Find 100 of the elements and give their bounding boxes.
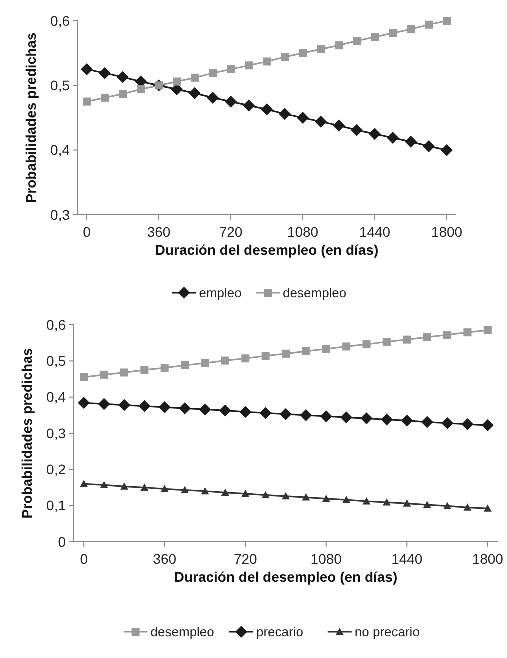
legend-label: desempleo [150, 624, 214, 640]
point [209, 69, 217, 78]
point [382, 498, 391, 506]
point [140, 366, 149, 374]
point [189, 87, 201, 100]
x-tick-label: 720 [234, 551, 258, 567]
point [262, 491, 270, 499]
point [140, 484, 149, 491]
point [80, 373, 88, 382]
point [403, 500, 412, 507]
x-tick-label: 0 [83, 224, 92, 240]
point [387, 132, 399, 144]
y-tick-label: 0,5 [46, 353, 66, 370]
point [444, 502, 452, 510]
point [403, 336, 412, 344]
point [360, 412, 373, 425]
point [421, 416, 434, 428]
y-tick-label: 0,6 [46, 316, 66, 333]
point [442, 417, 454, 430]
point [281, 53, 289, 62]
point [173, 78, 181, 86]
point [443, 17, 451, 25]
point [315, 116, 327, 128]
y-tick-label: 0,6 [50, 12, 70, 29]
point [362, 340, 371, 349]
point [282, 492, 290, 500]
point [219, 404, 232, 417]
point [317, 45, 325, 54]
x-axis-title: Duración del desempleo (en días) [155, 242, 379, 258]
point [99, 67, 111, 80]
point [423, 140, 435, 152]
point [100, 370, 108, 379]
x-tick-label: 360 [153, 551, 177, 567]
point [302, 494, 310, 501]
point [101, 94, 109, 102]
y-axis-title: Probabilidades predichas [19, 348, 35, 519]
point [207, 92, 219, 104]
x-tick-label: 1800 [472, 551, 504, 567]
point [260, 407, 272, 420]
point [302, 347, 310, 356]
point [380, 414, 393, 426]
y-tick-label: 0,3 [50, 206, 70, 223]
point [482, 420, 494, 432]
point [464, 328, 472, 337]
point [119, 90, 127, 98]
point [320, 410, 332, 422]
point [245, 62, 253, 70]
point [382, 338, 391, 346]
point [299, 49, 307, 58]
point [78, 397, 90, 410]
point [80, 480, 88, 488]
point [464, 504, 472, 511]
point [261, 104, 273, 116]
point [401, 414, 414, 427]
point [138, 400, 151, 412]
point [351, 124, 363, 136]
legend-label: precario [256, 624, 304, 640]
y-tick-label: 0 [58, 534, 66, 550]
point [405, 136, 417, 148]
legend-label: empleo [199, 286, 242, 301]
x-tick-label: 0 [80, 551, 88, 567]
point [484, 326, 492, 334]
point [98, 398, 110, 410]
point [371, 33, 379, 42]
point [423, 333, 432, 342]
point [242, 490, 250, 498]
point [221, 488, 230, 496]
point [137, 86, 145, 94]
point [181, 362, 190, 370]
point [423, 501, 432, 508]
point [201, 487, 210, 495]
point [425, 20, 433, 29]
y-axis-title: Probabilidades predichas [23, 32, 39, 204]
point [342, 496, 351, 504]
legend-label: no precario [354, 624, 420, 640]
point [81, 64, 93, 76]
point [201, 359, 210, 368]
point [444, 331, 452, 340]
x-tick-label: 1440 [392, 551, 423, 567]
point [191, 74, 199, 82]
point [280, 408, 292, 420]
point [263, 58, 271, 66]
point [333, 120, 345, 132]
x-tick-label: 720 [219, 224, 243, 240]
point [441, 144, 453, 156]
point [407, 25, 415, 34]
x-tick-label: 1440 [359, 224, 391, 240]
point [369, 128, 381, 140]
point [179, 402, 192, 415]
point [353, 37, 361, 46]
point [335, 42, 343, 50]
y-tick-label: 0,2 [46, 462, 66, 478]
y-tick-label: 0,4 [46, 389, 66, 406]
x-tick-label: 1800 [431, 224, 463, 240]
point [242, 354, 250, 363]
point [342, 342, 351, 351]
point [240, 406, 252, 418]
point [282, 350, 290, 358]
point [158, 401, 171, 414]
point [300, 409, 312, 422]
